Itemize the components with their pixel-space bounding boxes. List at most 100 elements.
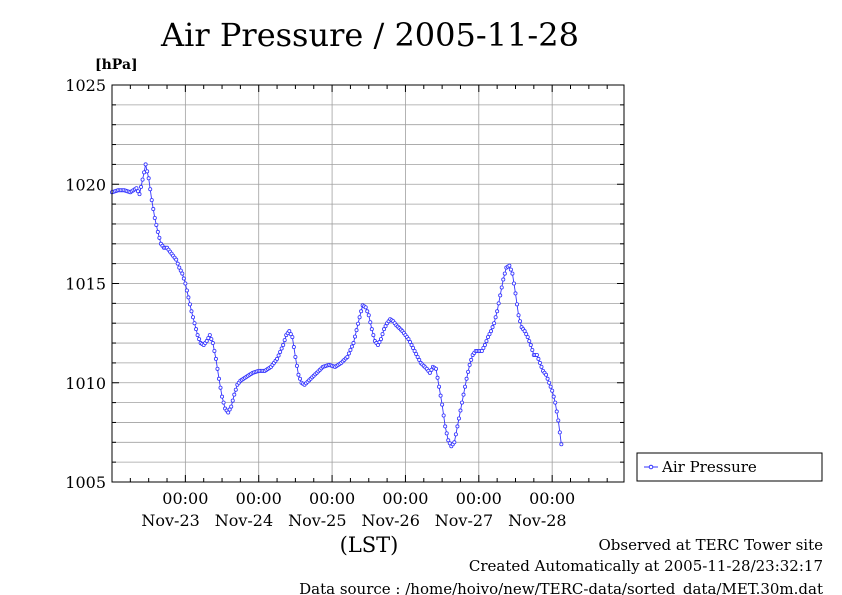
data-point — [547, 380, 552, 385]
data-point — [363, 305, 368, 310]
data-point — [377, 340, 382, 345]
data-point — [291, 345, 296, 350]
data-point — [545, 376, 550, 381]
data-point — [145, 169, 150, 174]
data-point — [180, 271, 185, 276]
data-point — [452, 440, 457, 445]
data-point — [522, 329, 527, 334]
data-point — [290, 335, 295, 340]
data-point — [501, 277, 506, 282]
x-tick-time-label: 00:00 — [456, 489, 502, 508]
data-point — [149, 198, 154, 203]
data-point — [409, 343, 414, 348]
data-point — [493, 315, 498, 320]
data-point — [152, 215, 157, 220]
data-point — [498, 293, 503, 298]
data-point — [455, 424, 460, 429]
data-point — [218, 385, 223, 390]
data-point — [186, 295, 191, 300]
legend-point-marker — [648, 464, 654, 470]
data-point — [489, 329, 494, 334]
data-point — [408, 340, 413, 345]
data-point — [459, 400, 464, 405]
data-point — [365, 309, 370, 314]
x-tick-time-label: 00:00 — [529, 489, 575, 508]
x-tick-date-label: Nov-23 — [141, 511, 199, 530]
series-air-pressure — [110, 162, 564, 449]
x-tick-time-label: 00:00 — [236, 489, 282, 508]
data-point — [375, 343, 380, 348]
data-point — [429, 367, 434, 372]
y-tick-label: 1015 — [65, 275, 106, 294]
data-point — [139, 184, 144, 189]
data-point — [550, 388, 555, 393]
data-point — [296, 372, 301, 377]
data-point — [140, 177, 145, 182]
data-point — [192, 321, 197, 326]
footer-observed: Observed at TERC Tower site — [598, 536, 823, 554]
data-point — [530, 347, 535, 352]
y-tick-label: 1025 — [65, 76, 106, 95]
data-point — [417, 357, 422, 362]
data-point — [146, 176, 151, 181]
data-point — [434, 366, 439, 371]
y-tick-label: 1005 — [65, 473, 106, 492]
data-point — [479, 348, 484, 353]
grid-lines — [112, 85, 624, 482]
data-point — [134, 186, 139, 191]
data-point — [368, 320, 373, 325]
data-point — [515, 302, 520, 307]
data-point — [293, 354, 298, 359]
data-point — [507, 263, 512, 268]
data-point — [216, 376, 221, 381]
series-line — [111, 164, 562, 448]
x-tick-date-label: Nov-27 — [435, 511, 493, 530]
data-point — [487, 332, 492, 337]
data-point — [463, 384, 468, 389]
axis-ticks — [111, 84, 624, 483]
x-tick-time-label: 00:00 — [162, 489, 208, 508]
y-tick-label: 1010 — [65, 374, 106, 393]
data-point — [536, 356, 541, 361]
data-point — [556, 418, 561, 423]
data-point — [137, 192, 142, 197]
data-point — [288, 332, 293, 337]
x-tick-date-label: Nov-26 — [361, 511, 419, 530]
axis-tick-labels: 1005 1010 1015 1020 1025 00:00 Nov-23 00:00 Nov-… — [65, 76, 575, 530]
legend-label-air-pressure: Air Pressure — [661, 458, 757, 476]
data-point — [528, 343, 533, 348]
data-point — [415, 354, 420, 359]
data-point — [157, 235, 162, 240]
data-point — [366, 313, 371, 318]
data-point — [557, 430, 562, 435]
data-point — [492, 321, 497, 326]
y-tick-label: 1020 — [65, 175, 106, 194]
data-point — [353, 334, 358, 339]
data-point — [135, 189, 140, 194]
x-tick-time-label: 00:00 — [382, 489, 428, 508]
data-point — [440, 402, 445, 407]
footer-created: Created Automatically at 2005-11-28/23:3… — [469, 557, 823, 575]
data-point — [414, 351, 419, 356]
data-point — [195, 333, 200, 338]
data-point — [371, 333, 376, 338]
data-point — [213, 356, 218, 361]
x-tick-date-label: Nov-25 — [288, 511, 346, 530]
data-point — [210, 341, 215, 346]
data-point — [175, 261, 180, 266]
data-point — [484, 339, 489, 344]
data-point — [553, 400, 558, 405]
data-point — [544, 372, 549, 377]
data-point — [496, 301, 501, 306]
data-point — [527, 339, 532, 344]
legend-box — [636, 452, 823, 482]
data-point — [154, 222, 159, 227]
data-point — [357, 315, 362, 320]
data-point — [469, 357, 474, 362]
data-point — [281, 343, 286, 348]
data-point — [524, 332, 529, 337]
data-point — [143, 162, 148, 167]
data-point — [464, 376, 469, 381]
data-point — [495, 309, 500, 314]
data-point — [369, 327, 374, 332]
